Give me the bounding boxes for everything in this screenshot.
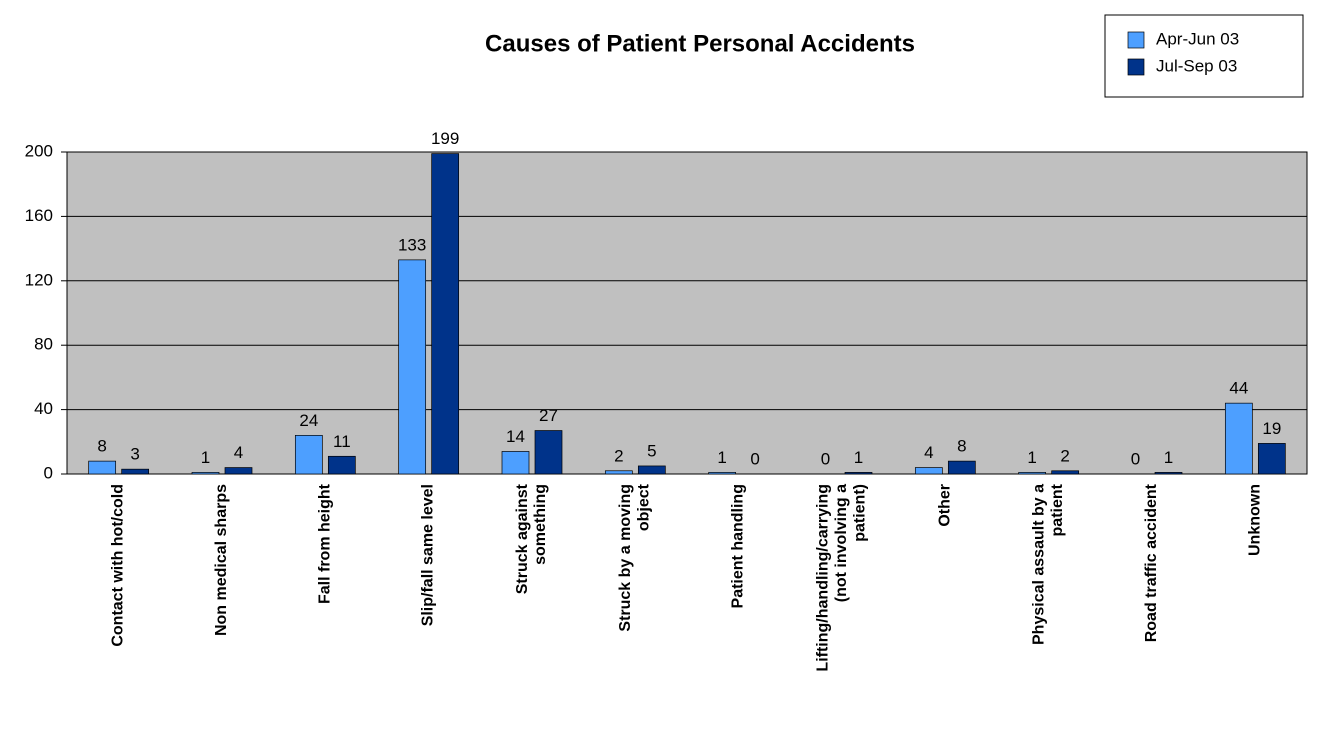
x-tick-label: Unknown: [1247, 484, 1264, 556]
data-label: 1: [1027, 448, 1036, 467]
bar: [431, 153, 460, 475]
y-tick-label: 80: [34, 335, 53, 354]
bar: [224, 467, 253, 475]
data-label: 11: [333, 432, 351, 451]
data-label: 2: [1060, 446, 1069, 465]
bar: [534, 430, 563, 475]
bar: [1257, 443, 1286, 475]
data-label: 44: [1229, 379, 1248, 398]
legend-label: Apr-Jun 03: [1156, 29, 1239, 48]
bar: [1154, 472, 1183, 475]
data-label: 27: [539, 406, 558, 425]
bar: [191, 472, 220, 475]
bar: [844, 472, 873, 475]
x-tick-label: Struck againstsomething: [514, 483, 549, 594]
bar: [1018, 472, 1047, 475]
data-label: 2: [614, 446, 623, 465]
data-label: 3: [130, 445, 139, 464]
data-label: 1: [717, 448, 726, 467]
x-tick-label: Patient handling: [730, 484, 747, 608]
chart-title: Causes of Patient Personal Accidents: [485, 30, 915, 57]
data-label: 1: [1164, 448, 1173, 467]
bar: [327, 455, 356, 475]
data-label: 0: [821, 449, 830, 468]
data-label: 0: [1131, 449, 1140, 468]
bar: [398, 259, 427, 475]
y-tick-label: 120: [25, 270, 53, 289]
bar: [947, 460, 976, 475]
data-label: 1: [854, 448, 863, 467]
legend-box: [1104, 14, 1304, 98]
x-tick-label: Fall from height: [317, 483, 334, 604]
legend-label: Jul-Sep 03: [1156, 56, 1237, 75]
data-label: 4: [924, 443, 933, 462]
x-tick-label: Non medical sharps: [213, 484, 230, 636]
y-tick-label: 200: [25, 141, 53, 160]
bar: [914, 467, 943, 475]
data-label: 8: [97, 437, 106, 456]
data-label: 4: [234, 443, 243, 462]
data-label: 24: [299, 411, 318, 430]
data-label: 1: [201, 448, 210, 467]
bar: [708, 472, 737, 475]
data-label: 14: [506, 427, 525, 446]
data-label: 19: [1262, 419, 1281, 438]
data-label: 133: [398, 235, 426, 254]
bar: [88, 460, 117, 475]
legend-swatch: [1127, 31, 1145, 49]
data-label: 8: [957, 437, 966, 456]
x-tick-label: Road traffic accident: [1143, 483, 1160, 642]
data-label: 5: [647, 441, 656, 460]
x-tick-label: Struck by a movingobject: [617, 483, 652, 631]
plot-area: [66, 151, 1308, 475]
bar: [1051, 470, 1080, 475]
bar: [501, 451, 530, 475]
x-tick-label: Slip/fall same level: [420, 484, 437, 626]
data-label: 0: [750, 449, 759, 468]
bar: [604, 470, 633, 475]
x-tick-label: Physical assault by apatient: [1031, 483, 1066, 645]
bar: [637, 465, 666, 475]
y-tick-label: 160: [25, 206, 53, 225]
x-tick-label: Other: [937, 484, 954, 527]
x-tick-label: Lifting/handling/carrying(not involving …: [815, 484, 869, 672]
x-tick-label: Contact with hot/cold: [110, 484, 127, 647]
y-tick-label: 40: [34, 399, 53, 418]
bar: [1224, 402, 1253, 475]
y-tick-label: 0: [44, 463, 53, 482]
bar: [294, 435, 323, 475]
legend-swatch: [1127, 58, 1145, 76]
data-label: 199: [431, 129, 459, 148]
bar: [121, 468, 150, 475]
